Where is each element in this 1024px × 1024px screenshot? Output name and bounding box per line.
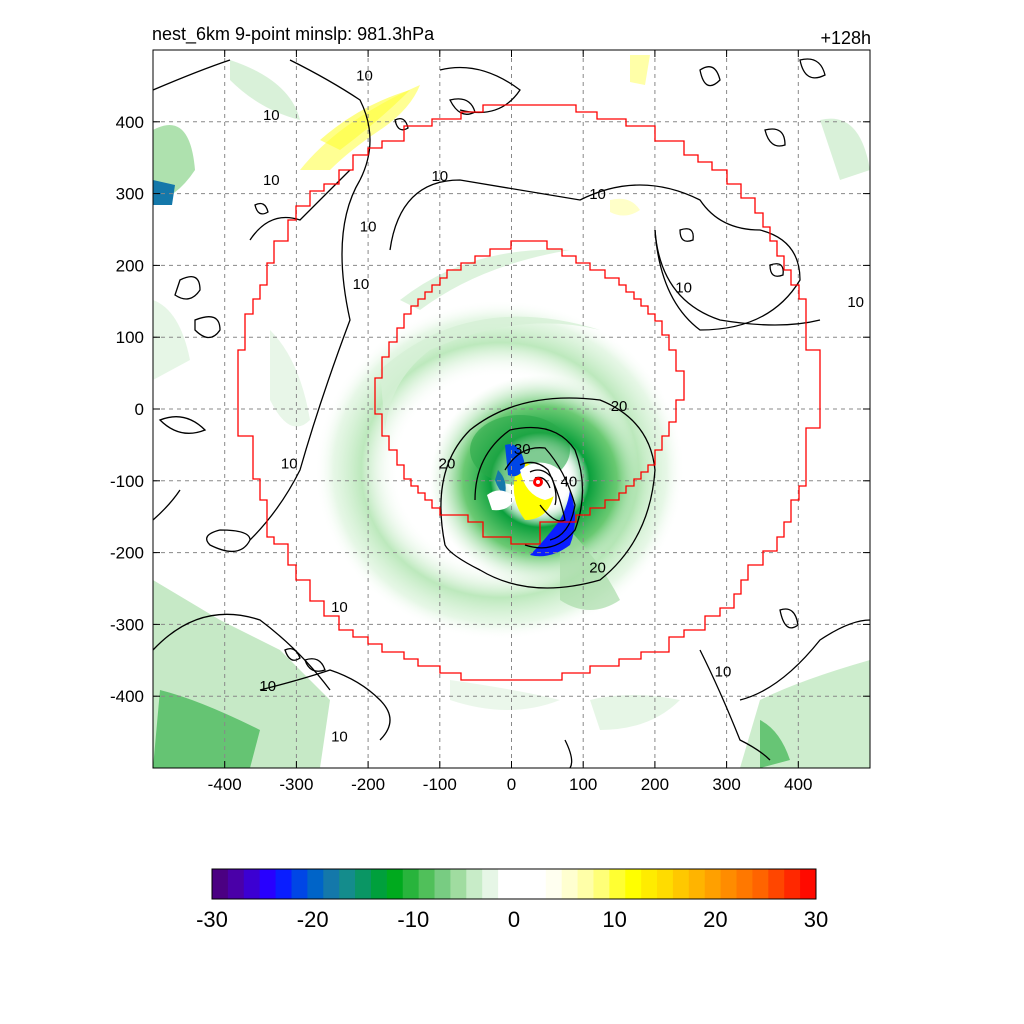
contour-label: 10 [356,68,373,85]
colorbar-swatch [688,869,706,899]
colorbar-tick-label: 10 [602,907,626,932]
colorbar-swatch [593,869,610,899]
colorbar-swatch [768,869,785,899]
y-tick-label: -100 [110,472,144,491]
x-tick-label: 400 [784,775,812,794]
colorbar-swatch [498,869,515,899]
colorbar: -30 -20 -10 0 10 20 30 [196,868,828,932]
colorbar-swatch [561,869,579,899]
colorbar-swatch [800,869,817,899]
colorbar-swatch [545,869,563,899]
x-tick-label: 200 [641,775,669,794]
contour-label: 10 [263,172,280,189]
colorbar-swatch [657,869,674,899]
y-tick-label: 200 [116,256,144,275]
chart-title: nest_6km 9-point minslp: 981.3hPa [152,24,435,45]
x-tick-label: -100 [423,775,457,794]
forecast-hour-label: +128h [820,28,871,48]
colorbar-swatch [291,869,308,899]
y-tick-label: 0 [135,400,144,419]
colorbar-swatch [227,869,245,899]
y-tick-label: -200 [110,544,144,563]
x-tick-label: 100 [569,775,597,794]
inner-nest-boundary [374,240,685,545]
blue-shading [495,444,575,557]
contour-label: 20 [589,560,606,577]
colorbar-swatch [514,869,531,899]
colorbar-swatch [704,869,722,899]
colorbar-tick-label: 0 [508,907,520,932]
colorbar-swatch [323,869,340,899]
x-tick-label: 300 [712,775,740,794]
colorbar-swatch [418,869,436,899]
colorbar-swatch [402,869,420,899]
contour-label: 10 [259,678,276,695]
colorbar-swatch [355,869,372,899]
contour-lines [153,58,870,768]
colorbar-swatch [672,869,690,899]
colorbar-swatch [577,869,594,899]
colorbar-swatch [641,869,658,899]
colorbar-swatch [386,869,404,899]
colorbar-swatch [275,869,292,899]
contour-label: 10 [281,455,298,472]
storm-center-marker [533,477,543,487]
colorbar-swatch [609,869,626,899]
contour-label: 10 [589,186,606,203]
contour-labels: 10 10 10 10 10 10 10 10 10 10 10 10 10 10 20 20 20 30 40 [259,68,864,746]
outer-nest-boundary [237,104,821,681]
colorbar-swatch [307,869,324,899]
green-shading [153,60,870,768]
y-axis: 400 300 200 100 0 -100 -200 -300 -400 [110,113,870,706]
colorbar-swatch [339,869,356,899]
contour-label: 10 [360,219,377,236]
contour-label: 10 [431,168,448,185]
x-tick-label: 0 [507,775,516,794]
contour-label: 10 [331,599,348,616]
contour-label: 10 [353,276,370,293]
colorbar-swatch [752,869,769,899]
colorbar-swatch [370,869,388,899]
y-tick-label: 400 [116,113,144,132]
contour-label: 20 [439,455,456,472]
colorbar-swatch [625,869,642,899]
contour-label: 10 [847,294,864,311]
y-tick-label: -400 [110,687,144,706]
colorbar-swatch [466,869,483,899]
x-tick-label: -300 [279,775,313,794]
colorbar-swatch [434,869,451,899]
contour-label: 20 [611,398,628,415]
contour-label: 10 [331,728,348,745]
y-tick-label: 100 [116,328,144,347]
colorbar-tick-label: -20 [297,907,329,932]
colorbar-swatch [482,869,499,899]
y-tick-label: -300 [110,615,144,634]
x-axis: -400 -300 -200 -100 0 100 200 300 400 [208,50,812,794]
colorbar-tick-label: -30 [196,907,228,932]
contour-label: 40 [561,473,578,490]
colorbar-frame [211,868,817,900]
colorbar-swatch [212,869,229,899]
colorbar-swatch [259,869,277,899]
x-tick-label: -400 [208,775,242,794]
colorbar-swatch [450,869,467,899]
colorbar-swatch [736,869,753,899]
colorbar-swatch [720,869,738,899]
colorbar-tick-label: 30 [804,907,828,932]
y-tick-label: 300 [116,185,144,204]
contour-label: 30 [514,441,531,458]
colorbar-tick-label: -10 [397,907,429,932]
colorbar-swatch [529,869,547,899]
x-tick-label: -200 [351,775,385,794]
colorbar-tick-label: 20 [703,907,727,932]
contour-label: 10 [675,280,692,297]
contour-label: 10 [263,107,280,124]
colorbar-swatch [784,869,801,899]
contour-label: 10 [715,664,732,681]
colorbar-swatch [243,869,261,899]
